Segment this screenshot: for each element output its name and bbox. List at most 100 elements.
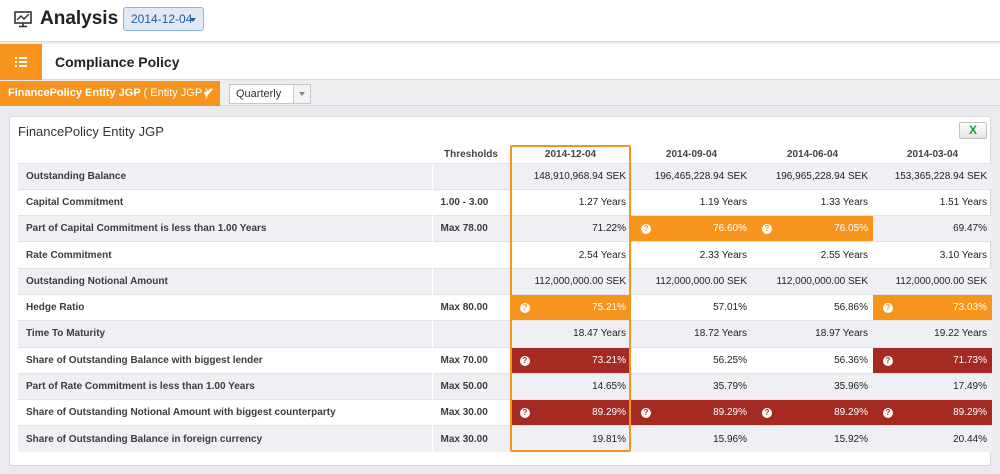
value-text: 35.79% [713,381,747,393]
value-cell-warning: ? 89.29% [631,399,752,426]
value-text: 112,000,000.00 SEK [895,275,987,287]
value-text: 112,000,000.00 SEK [776,275,868,287]
value-cell: 56.25% [631,346,752,374]
value-text: 196,965,228.94 SEK [775,170,868,182]
value-text: 56.86% [834,302,868,314]
value-cell: 196,465,228.94 SEK [631,162,752,190]
value-cell: 56.86% [752,293,873,321]
value-text: 2.33 Years [699,249,747,261]
metric-label: Part of Capital Commitment is less than … [18,215,432,242]
threshold-cell [431,162,510,190]
threshold-cell: Max 80.00 [431,293,510,321]
question-icon[interactable]: ? [762,408,772,419]
section-menu-button[interactable] [0,44,42,80]
value-cell: 18.47 Years [510,320,631,348]
metric-label: Outstanding Notional Amount [18,267,432,295]
value-text: 3.10 Years [939,249,987,261]
metric-label: Capital Commitment [18,188,432,216]
table-row: Part of Capital Commitment is less than … [18,215,992,242]
question-icon[interactable]: ? [641,224,651,235]
value-text: 89.29% [713,407,747,419]
value-cell: 148,910,968.94 SEK [510,162,631,190]
value-text: 76.05% [834,223,868,235]
value-text: 112,000,000.00 SEK [534,275,626,287]
table-row: Share of Outstanding Notional Amount wit… [18,399,992,426]
export-excel-button[interactable]: X [959,122,987,139]
value-cell-warning: ? 73.03% [873,293,992,321]
period-dropdown-toggle[interactable] [293,85,310,103]
value-text: 19.22 Years [934,328,987,340]
value-text: 56.25% [713,354,747,366]
value-text: 35.96% [834,381,868,393]
date-dropdown[interactable]: 2014-12-04 [123,7,204,31]
question-icon[interactable]: ? [762,224,772,235]
monitor-chart-icon [14,11,32,28]
header-date[interactable]: 2014-06-04 [786,148,839,160]
value-text: 2.55 Years [820,249,868,261]
section-title: Compliance Policy [55,54,180,70]
value-text: 1.33 Years [820,196,868,208]
value-cell: 112,000,000.00 SEK [631,267,752,295]
entity-code: ( Entity JGP ) [143,87,209,99]
value-cell: 56.36% [752,346,873,374]
question-icon[interactable]: ? [883,408,893,419]
value-text: 73.21% [592,354,626,366]
threshold-cell: Max 50.00 [431,372,510,400]
compliance-panel: FinancePolicy Entity JGP X Thresholds 20… [9,116,992,466]
table-row: Hedge Ratio Max 80.00? 75.21% 57.01% 56.86%?… [18,293,992,321]
value-cell-warning: ? 75.21% [510,293,631,321]
value-cell-warning: ? 71.73% [873,346,992,374]
value-cell: 112,000,000.00 SEK [873,267,992,295]
caret-down-icon [190,18,196,22]
metric-label: Share of Outstanding Balance in foreign … [18,425,432,453]
value-text: 1.51 Years [939,196,987,208]
value-text: 148,910,968.94 SEK [533,170,626,182]
value-cell: 19.22 Years [873,320,992,348]
header-date[interactable]: 2014-12-04 [544,148,597,160]
question-icon[interactable]: ? [641,408,651,419]
value-cell: 15.96% [631,425,752,453]
value-text: 71.22% [592,223,626,235]
question-icon[interactable]: ? [883,355,893,366]
threshold-cell: Max 70.00 [431,346,510,374]
value-text: 57.01% [713,302,747,314]
value-cell-warning: ? 89.29% [510,399,631,426]
value-text: 153,365,228.94 SEK [894,170,987,182]
metric-label: Part of Rate Commitment is less than 1.0… [18,372,432,400]
compliance-table: Thresholds 2014-12-04 2014-09-04 2014-06… [18,146,992,453]
header-date[interactable]: 2014-09-04 [665,148,718,160]
period-dropdown[interactable]: Quarterly [229,84,311,104]
period-value: Quarterly [236,88,282,100]
page-title: Analysis [40,8,119,29]
excel-icon: X [968,123,977,137]
value-text: 1.27 Years [578,196,626,208]
table-row: Share of Outstanding Balance with bigges… [18,346,992,374]
metric-label: Outstanding Balance [18,162,432,190]
header-date[interactable]: 2014-03-04 [906,148,959,160]
value-text: 76.60% [713,223,747,235]
value-cell: 2.33 Years [631,241,752,269]
table-row: Part of Rate Commitment is less than 1.0… [18,372,992,400]
value-cell-warning: ? 76.60% [631,215,752,242]
value-text: 19.81% [592,433,626,445]
question-icon[interactable]: ? [883,302,893,313]
question-icon[interactable]: ? [520,355,530,366]
question-icon[interactable]: ? [520,302,530,313]
entity-selector[interactable]: FinancePolicy Entity JGP ( Entity JGP ) … [0,81,220,106]
metric-label: Time To Maturity [18,320,432,348]
metric-label: Hedge Ratio [18,293,432,321]
value-cell: 1.51 Years [873,188,992,216]
value-text: 71.73% [953,354,987,366]
value-cell: 153,365,228.94 SEK [873,162,992,190]
value-text: 20.44% [953,433,987,445]
value-cell: 112,000,000.00 SEK [510,267,631,295]
value-text: 69.47% [953,223,987,235]
threshold-cell: Max 78.00 [431,215,510,242]
question-icon[interactable]: ? [520,408,530,419]
table-row: Share of Outstanding Balance in foreign … [18,425,992,453]
value-cell-warning: ? 76.05% [752,215,873,242]
value-cell: 1.19 Years [631,188,752,216]
check-icon: ✔ [203,85,214,100]
threshold-cell: Max 30.00 [431,399,510,426]
value-cell: 3.10 Years [873,241,992,269]
